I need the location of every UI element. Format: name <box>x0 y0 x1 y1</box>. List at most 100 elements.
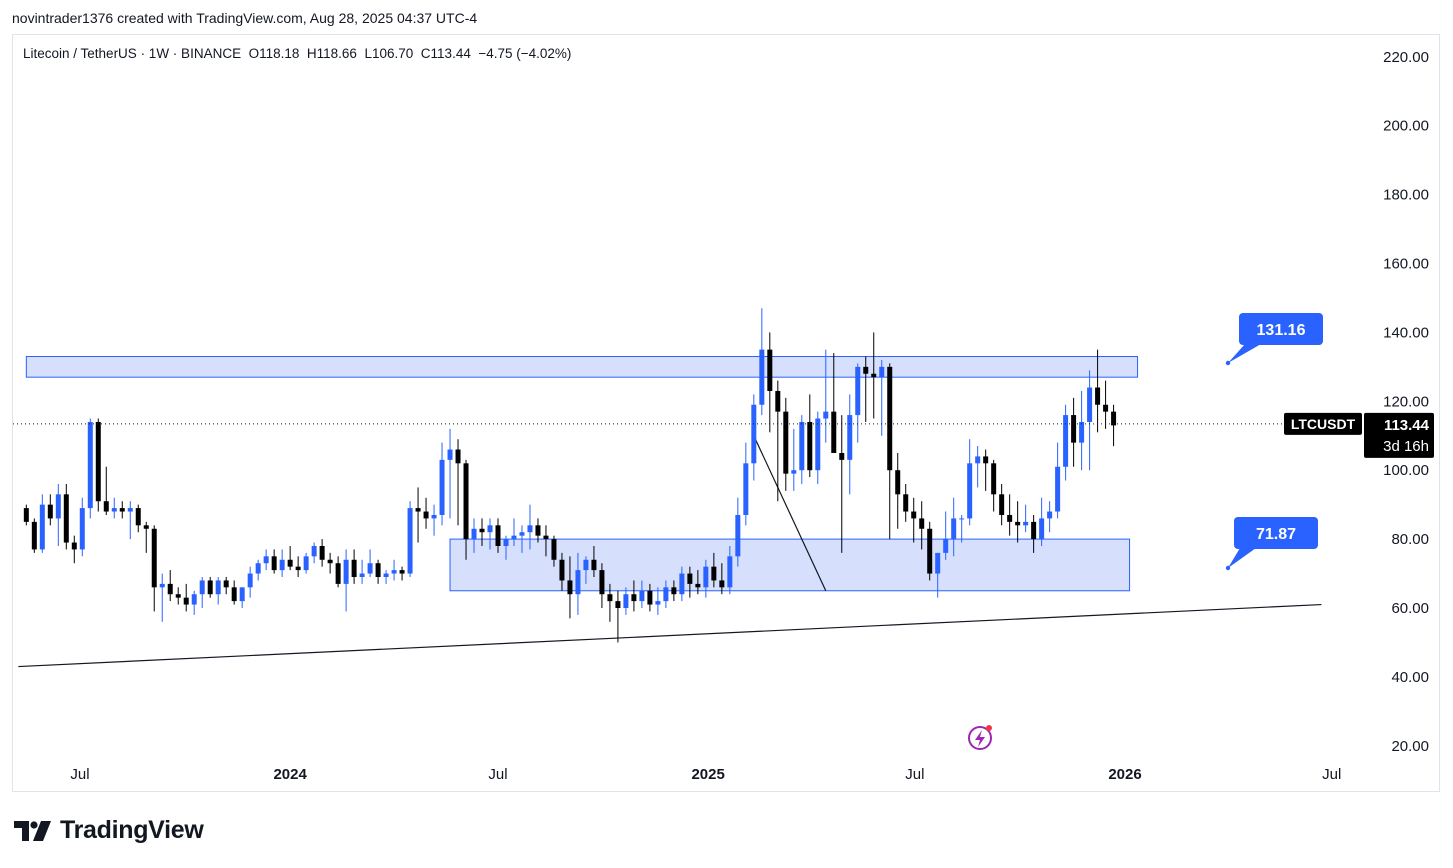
lightning-icon[interactable] <box>968 725 992 750</box>
chart-frame <box>12 34 1440 792</box>
candle <box>959 514 965 543</box>
brand-name: TradingView <box>60 816 204 844</box>
candle <box>111 497 117 519</box>
candle-body <box>815 418 821 471</box>
legend-low: L106.70 <box>364 46 414 61</box>
candle-body <box>487 525 493 533</box>
callout-pointer <box>1228 344 1261 363</box>
candle <box>215 576 221 605</box>
candle <box>503 535 509 560</box>
candle <box>1023 504 1029 533</box>
candle-body <box>327 559 333 564</box>
candle <box>95 418 101 512</box>
callout-anchor <box>1225 565 1231 571</box>
candle-body <box>1095 387 1101 405</box>
candle-body <box>567 580 573 595</box>
price-tick-label: 140.00 <box>1383 324 1429 341</box>
price-tick-label: 80.00 <box>1391 531 1429 548</box>
candle <box>335 556 341 588</box>
candle <box>647 583 653 612</box>
candle <box>311 542 317 564</box>
candle-body <box>479 528 485 533</box>
zone-rect-0[interactable] <box>25 356 1139 378</box>
time-tick-label: 2024 <box>273 766 307 783</box>
candle <box>575 552 581 615</box>
candle <box>399 566 405 581</box>
time-tick-label: 2025 <box>691 766 724 783</box>
candle <box>455 439 461 526</box>
candle-body <box>623 594 629 608</box>
candle-body <box>79 508 85 550</box>
candle-body <box>959 518 965 520</box>
candle <box>711 552 717 588</box>
candle-body <box>631 594 637 602</box>
price-tick-label: 40.00 <box>1391 669 1429 686</box>
axes-layer: 20.00 40.00 60.00 80.00 100.00 120.00 140.00 16… <box>13 49 1429 783</box>
price-tick-label: 200.00 <box>1383 118 1429 135</box>
candle-body <box>879 366 885 378</box>
candle-body <box>23 508 29 522</box>
candle <box>295 556 301 577</box>
candle-body <box>343 559 349 584</box>
candle <box>343 549 349 612</box>
candle-body <box>999 494 1005 515</box>
candle-body <box>431 514 437 519</box>
candle <box>599 563 605 608</box>
candle <box>919 501 925 550</box>
candle <box>207 576 213 598</box>
candle <box>359 559 365 584</box>
candle <box>911 497 917 543</box>
candle <box>375 559 381 584</box>
candle <box>471 518 477 553</box>
candle <box>87 418 93 519</box>
price-callout-1[interactable]: 71.87 <box>1225 517 1318 571</box>
candle-body <box>663 587 669 602</box>
candle-body <box>239 587 245 602</box>
legend-change: −4.75 (−4.02%) <box>478 46 572 61</box>
trendline-1[interactable] <box>753 435 827 592</box>
candle <box>727 545 733 595</box>
candle <box>1007 494 1013 536</box>
candle-body <box>687 573 693 584</box>
candle-body <box>359 573 365 577</box>
candle-body <box>599 570 605 595</box>
candle <box>167 570 173 602</box>
candle <box>751 394 757 481</box>
candle-body <box>607 594 613 602</box>
candle-body <box>47 504 53 519</box>
candle-body <box>1055 466 1061 512</box>
candle <box>135 504 141 533</box>
callout-anchor <box>1225 360 1231 366</box>
candle-body <box>55 494 61 519</box>
chart-caption: novintrader1376 created with TradingView… <box>12 10 478 26</box>
candle-body <box>695 583 701 588</box>
candle-body <box>711 566 717 581</box>
candle <box>103 466 109 515</box>
candle-body <box>855 366 861 416</box>
candle-body <box>215 580 221 595</box>
candle-body <box>847 415 853 460</box>
candle-body <box>719 580 725 588</box>
candle-body <box>167 583 173 595</box>
candle <box>671 580 677 602</box>
candle <box>1079 390 1085 471</box>
candle <box>847 394 853 495</box>
candle-body <box>407 508 413 574</box>
price-callout-0[interactable]: 131.16 <box>1225 313 1323 366</box>
candle <box>1087 370 1093 471</box>
candle-body <box>415 508 421 512</box>
candle-body <box>1047 511 1053 519</box>
candle <box>255 559 261 581</box>
candle <box>175 587 181 605</box>
candle <box>991 459 997 512</box>
candle-body <box>279 559 285 571</box>
candle-body <box>1039 518 1045 540</box>
legend-open: O118.18 <box>248 46 300 61</box>
candle <box>879 359 885 436</box>
candle <box>63 483 69 550</box>
candle <box>127 501 133 540</box>
candle <box>1039 497 1045 546</box>
trendline-0[interactable] <box>18 603 1322 668</box>
tradingview-brand[interactable]: TradingView <box>14 816 204 845</box>
